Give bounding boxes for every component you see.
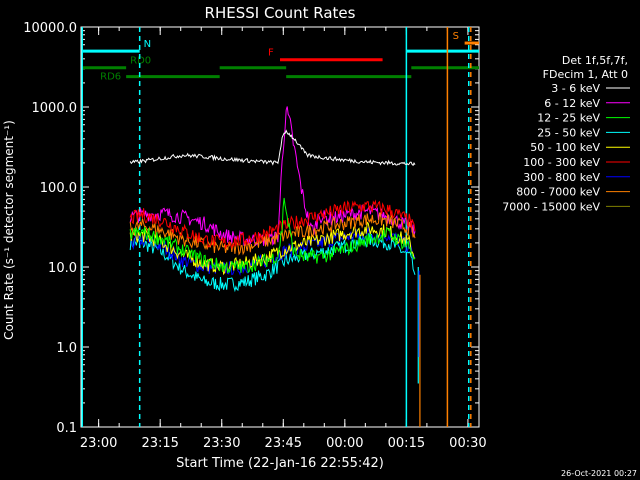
x-axis-label: Start Time (22-Jan-16 22:55:42): [176, 456, 384, 471]
flag-label-rd6: RD6: [100, 72, 121, 83]
flag-label-n: N: [144, 39, 151, 50]
legend-entry: 12 - 25 keV: [537, 112, 600, 125]
vertical-lines: [81, 27, 472, 427]
x-tick-label: 00:30: [449, 436, 486, 451]
legend-entry: 6 - 12 keV: [544, 97, 600, 110]
x-tick-label: 23:00: [80, 436, 117, 451]
legend-header: Det 1f,5f,7f,: [562, 54, 628, 67]
legend-entry: 7000 - 15000 keV: [502, 200, 600, 213]
x-tick-label: 23:30: [203, 436, 240, 451]
y-tick-label: 10.0: [48, 261, 77, 276]
legend-header: FDecim 1, Att 0: [543, 68, 628, 81]
series-line: [129, 106, 416, 247]
series-line: [129, 221, 416, 276]
chart-title: RHESSI Count Rates: [205, 4, 356, 22]
y-tick-label: 100.0: [40, 181, 77, 196]
series-line: [129, 197, 416, 274]
axes: 0.1 1.0 10.0 100.0 1000.0 10000.0 23:00 23:15 23…: [23, 21, 486, 451]
y-tick-label: 0.1: [56, 421, 77, 436]
x-tick-label: 23:45: [265, 436, 302, 451]
flag-bars: N RD0 RD6 F S: [82, 31, 479, 83]
series-line: [129, 212, 416, 256]
flag-label-f: F: [268, 48, 274, 59]
x-tick-label: 23:15: [141, 436, 178, 451]
flag-label-s: S: [453, 31, 459, 42]
series-lines: [129, 106, 421, 427]
legend-entry: 25 - 50 keV: [537, 126, 600, 139]
y-tick-label: 1.0: [56, 341, 77, 356]
flag-label-rd0: RD0: [130, 56, 151, 67]
y-tick-label: 10000.0: [23, 21, 77, 36]
plot-frame: [80, 26, 480, 428]
legend-entry: 50 - 100 keV: [530, 141, 600, 154]
series-line: [129, 199, 416, 250]
series-line: [129, 129, 416, 167]
x-tick-label: 00:00: [326, 436, 363, 451]
x-tick-label: 00:15: [388, 436, 425, 451]
y-tick-label: 1000.0: [32, 101, 78, 116]
footer-timestamp: 26-Oct-2021 00:27: [561, 469, 637, 478]
legend-entry: 800 - 7000 keV: [516, 186, 600, 199]
legend-entry: 3 - 6 keV: [551, 82, 600, 95]
legend: Det 1f,5f,7f,FDecim 1, Att 03 - 6 keV 6 -…: [502, 54, 630, 213]
legend-entry: 100 - 300 keV: [523, 156, 600, 169]
legend-entry: 300 - 800 keV: [523, 171, 600, 184]
y-axis-label: Count Rate (s⁻¹ detector segment⁻¹): [2, 120, 16, 340]
